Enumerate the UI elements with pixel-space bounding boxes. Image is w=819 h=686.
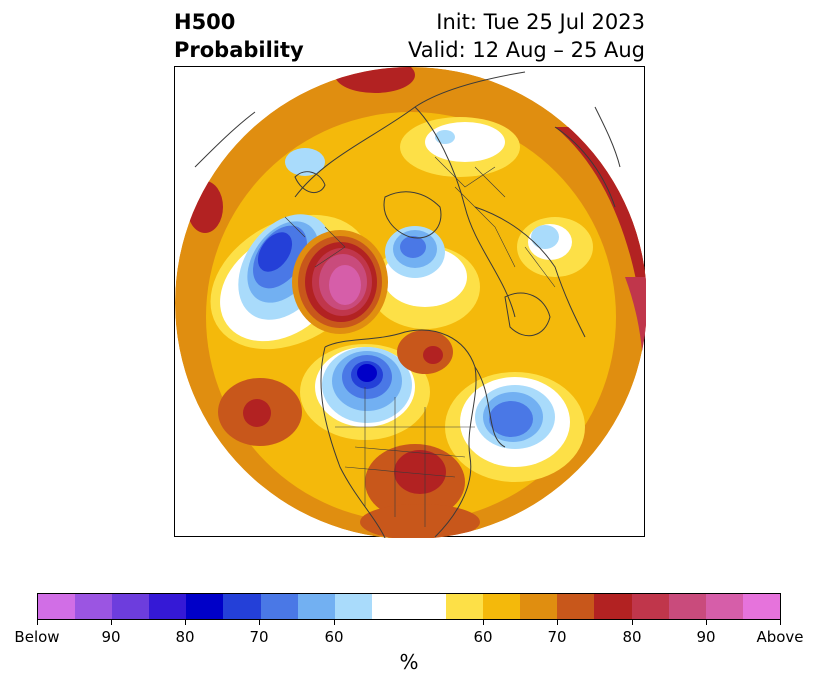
colorbar-swatch [446, 594, 484, 619]
colorbar-swatch [260, 594, 298, 619]
tickmark [111, 620, 112, 625]
colorbar-tick-above-70: 70 [547, 628, 567, 646]
title-product: Probability [174, 38, 304, 62]
colorbar-tick-below-90: 90 [101, 628, 121, 646]
tickmark [780, 620, 781, 625]
colorbar-unit-label: % [399, 650, 419, 674]
colorbar-swatch [75, 594, 113, 619]
colorbar-tick-below-70: 70 [249, 628, 269, 646]
colorbar-tick-above: Above [756, 628, 804, 646]
coastlines [194, 71, 621, 538]
colorbar-swatch [223, 594, 261, 619]
title-variable: H500 [174, 10, 236, 34]
map-title: H500 Probability [174, 8, 304, 64]
colorbar-swatch [408, 594, 447, 619]
colorbar-swatch [557, 594, 595, 619]
borders [284, 156, 556, 527]
colorbar-swatch [297, 594, 335, 619]
colorbar-swatch [520, 594, 558, 619]
valid-range: Valid: 12 Aug – 25 Aug [407, 38, 645, 62]
tickmark [185, 620, 186, 625]
tickmark [632, 620, 633, 625]
colorbar-swatch [186, 594, 224, 619]
colorbar-swatch [38, 594, 76, 619]
tickmark [259, 620, 260, 625]
probability-field [175, 67, 646, 538]
colorbar-tick-above-90: 90 [696, 628, 716, 646]
colorbar-swatch [371, 594, 409, 619]
colorbar-tick-below: Below [14, 628, 60, 646]
colorbar-tick-below-80: 80 [175, 628, 195, 646]
tickmark [706, 620, 707, 625]
colorbar-swatch [631, 594, 669, 619]
tickmark [483, 620, 484, 625]
tickmark [334, 620, 335, 625]
polar-map-frame [174, 66, 646, 538]
colorbar-swatch [334, 594, 372, 619]
colorbar-tick-above-60: 60 [473, 628, 493, 646]
colorbar-swatch [668, 594, 706, 619]
tickmark [37, 620, 38, 625]
colorbar-swatch [149, 594, 187, 619]
polar-map [175, 67, 646, 538]
tickmark [557, 620, 558, 625]
colorbar-tick-above-80: 80 [622, 628, 642, 646]
colorbar-swatch [594, 594, 632, 619]
colorbar-tick-below-60: 60 [324, 628, 344, 646]
colorbar-swatch [705, 594, 743, 619]
colorbar-swatch [742, 594, 780, 619]
colorbar-swatch [112, 594, 150, 619]
colorbar [37, 593, 781, 620]
colorbar-swatch [483, 594, 521, 619]
map-dates: Init: Tue 25 Jul 2023 Valid: 12 Aug – 25… [408, 8, 645, 64]
init-date: Init: Tue 25 Jul 2023 [436, 10, 645, 34]
